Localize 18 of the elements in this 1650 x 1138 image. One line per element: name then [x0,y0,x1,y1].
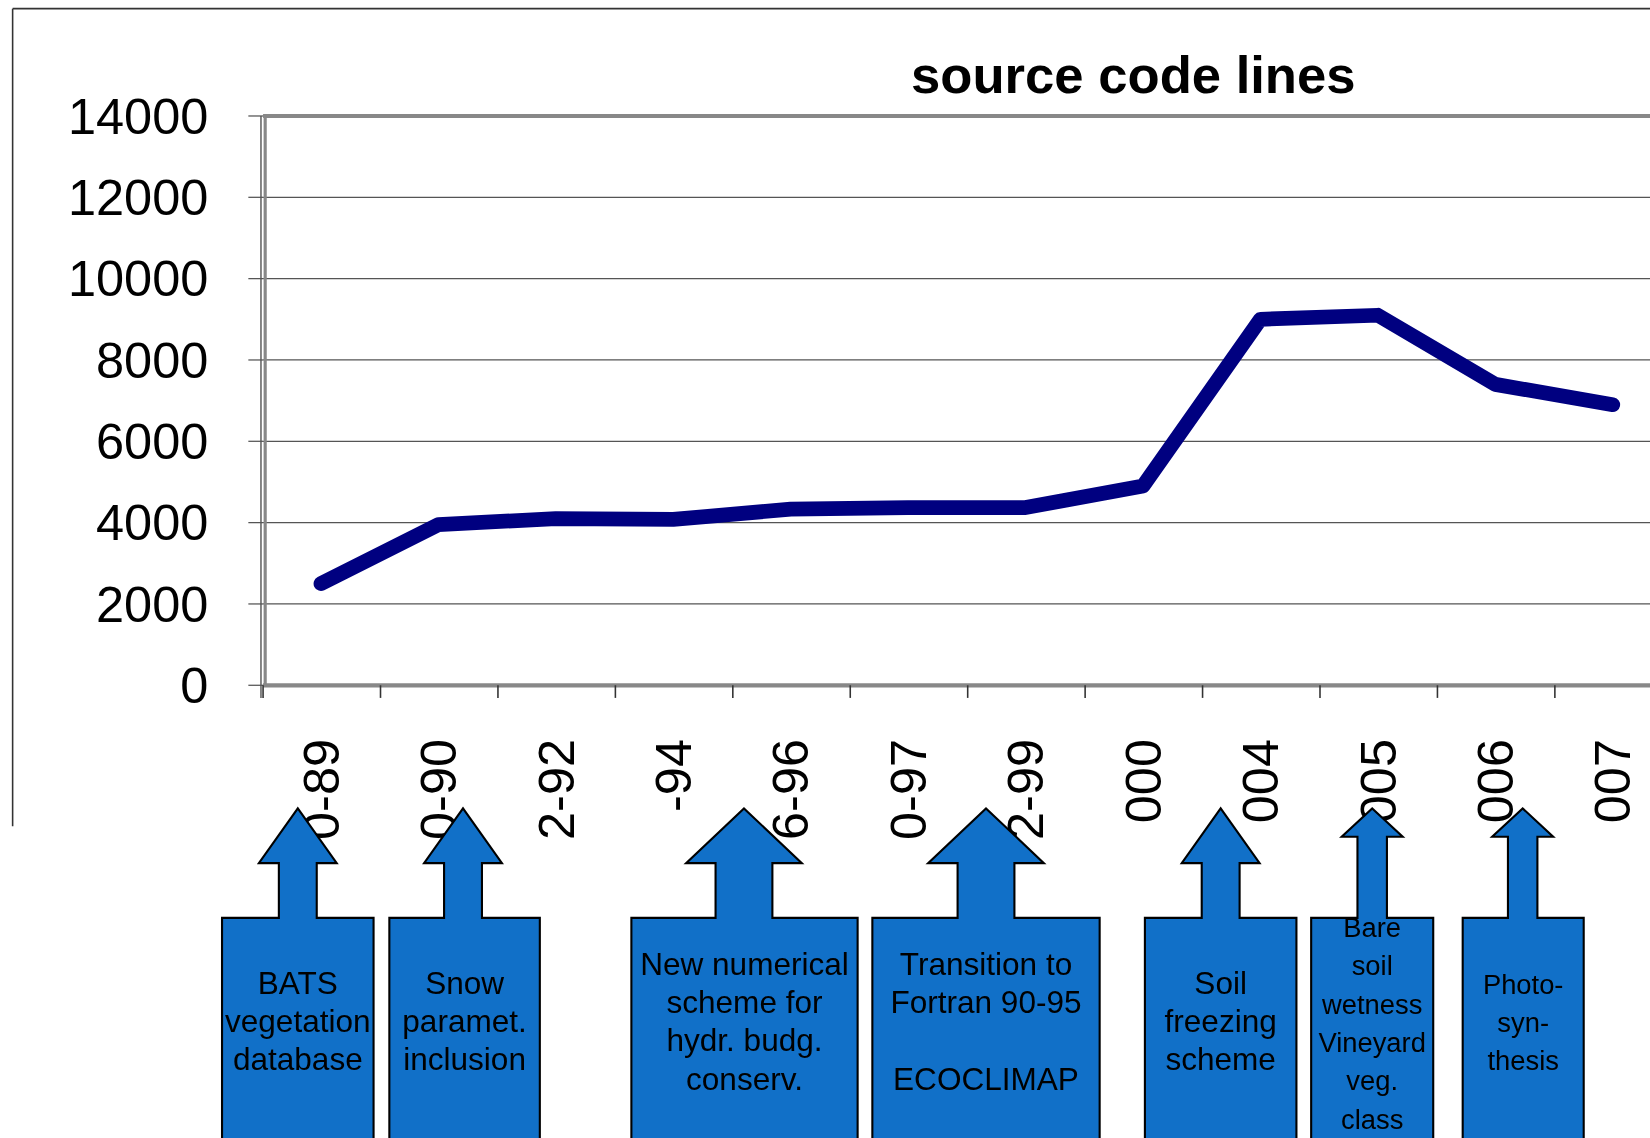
x-tick-label: 0-97 [879,738,937,841]
y-tick-label: 0 [180,656,209,714]
y-tick-label: 2000 [96,575,209,633]
x-tick-label: 004 [1232,738,1290,824]
x-tick-label: 000 [1114,738,1172,824]
y-tick-label: 14000 [67,87,209,145]
y-tick-label: 10000 [67,250,209,308]
y-tick-label: 12000 [67,168,209,226]
y-tick-label: 6000 [96,412,209,470]
x-tick-label: 007 [1584,738,1642,824]
y-tick-label: 4000 [96,494,209,552]
x-tick-label: -94 [644,738,702,812]
x-tick-label: 2-99 [997,738,1055,841]
x-tick-label: 6-96 [762,738,820,841]
x-tick-label: 006 [1466,738,1524,824]
chart-title: source code lines [911,44,1356,104]
x-tick-label: 2-92 [527,738,585,841]
y-tick-label: 8000 [96,331,209,389]
